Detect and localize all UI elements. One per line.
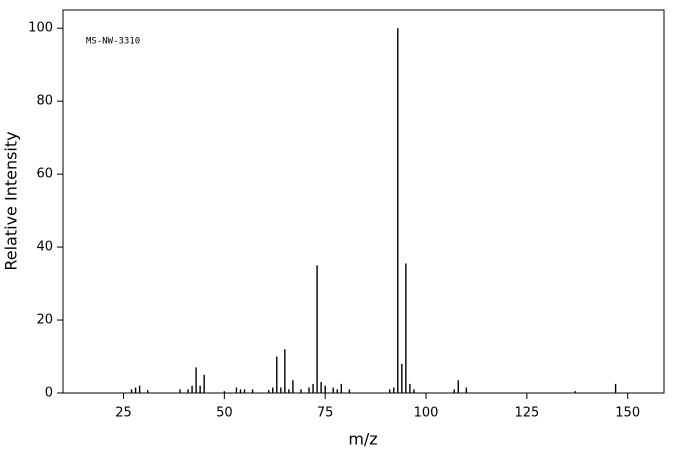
x-tick-label: 100 [414, 406, 439, 421]
x-tick-label: 125 [514, 406, 539, 421]
y-tick-label: 60 [36, 167, 53, 182]
y-tick-label: 100 [28, 21, 53, 36]
x-axis-label: m/z [348, 430, 377, 449]
x-tick-label: 75 [317, 406, 334, 421]
x-tick-label: 25 [115, 406, 132, 421]
y-tick-label: 40 [36, 240, 53, 255]
x-tick-label: 50 [216, 406, 233, 421]
x-tick-label: 150 [615, 406, 640, 421]
y-tick-label: 20 [36, 313, 53, 328]
y-axis-label: Relative Intensity [2, 131, 21, 270]
plot-frame [62, 9, 665, 394]
y-tick-label: 80 [36, 94, 53, 109]
y-tick-label: 0 [45, 386, 53, 401]
annotation: MS-NW-3310 [86, 37, 140, 47]
